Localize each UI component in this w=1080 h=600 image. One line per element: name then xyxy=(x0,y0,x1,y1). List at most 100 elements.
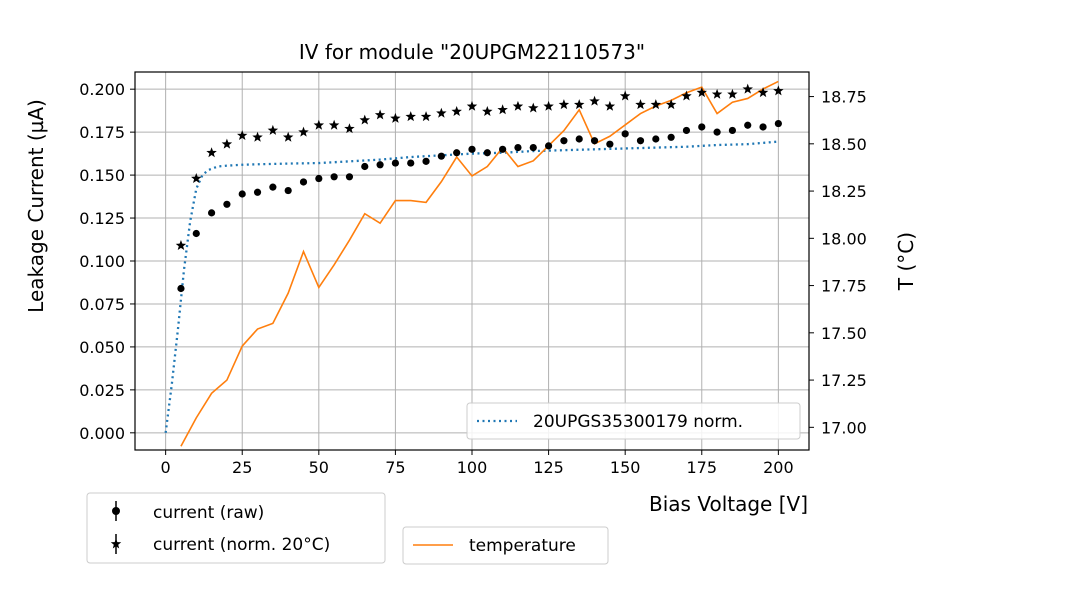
x-tick-label: 100 xyxy=(457,458,488,477)
x-tick-label: 75 xyxy=(385,458,405,477)
y-tick-label: 0.100 xyxy=(79,252,125,271)
raw-current-point xyxy=(636,137,645,145)
x-tick-label: 150 xyxy=(610,458,641,477)
norm-current-point xyxy=(696,87,707,98)
norm-current-point xyxy=(742,83,753,94)
x-tick-label: 0 xyxy=(161,458,171,477)
raw-current-point xyxy=(391,159,400,167)
norm-current-point xyxy=(619,90,631,101)
y-tick-label: 0.050 xyxy=(79,338,125,357)
raw-current-point xyxy=(269,183,277,191)
norm-current-point xyxy=(191,173,202,183)
legend-reference: 20UPGS35300179 norm. xyxy=(466,402,801,440)
norm-current-point xyxy=(558,99,570,110)
norm-current-point xyxy=(252,131,263,142)
norm-current-point xyxy=(574,99,585,110)
legend-raw-swatch xyxy=(112,501,120,521)
norm-current-point xyxy=(298,126,309,137)
norm-current-point xyxy=(635,99,646,110)
norm-current-point xyxy=(650,99,662,110)
raw-current-point xyxy=(207,209,216,217)
norm-current-point xyxy=(589,95,600,106)
y2-axis-title: T (°C) xyxy=(894,232,918,291)
raw-current-point xyxy=(728,126,737,135)
norm-current-point xyxy=(482,106,493,116)
legend-temperature-label: temperature xyxy=(469,536,576,556)
norm-current-point xyxy=(267,124,279,135)
norm-current-point xyxy=(313,119,325,130)
norm-current-point xyxy=(681,90,692,101)
y-tick-label: 0.175 xyxy=(79,123,125,142)
raw-current-point xyxy=(407,159,415,167)
raw-current-point xyxy=(590,137,599,145)
y-tick-label: 0.125 xyxy=(79,209,125,228)
legend-norm-label: current (norm. 20°C) xyxy=(153,535,330,555)
normalized-current-series xyxy=(175,83,784,250)
y2-axis-ticks: 17.00 17.25 17.50 17.75 18.00 18.25 18.50 18.75 xyxy=(809,88,867,437)
x-tick-label: 50 xyxy=(309,458,329,477)
norm-current-point xyxy=(466,100,478,111)
raw-current-point xyxy=(422,157,430,165)
raw-current-point xyxy=(468,145,476,153)
legend-currents: current (raw) current (norm. 20°C) xyxy=(86,492,386,564)
norm-current-point xyxy=(359,114,370,125)
norm-current-point xyxy=(206,147,217,158)
y-tick-label: 0.200 xyxy=(79,80,125,99)
raw-current-point xyxy=(621,130,629,138)
y2-tick-label: 18.00 xyxy=(821,229,867,248)
legend-reference-label: 20UPGS35300179 norm. xyxy=(533,412,743,432)
x-tick-label: 125 xyxy=(533,458,564,477)
legend-norm-star xyxy=(110,538,122,549)
y-axis-ticks: 0.000 0.025 0.050 0.075 0.100 0.125 0.150 0.175… xyxy=(79,80,135,443)
y-tick-label: 0.000 xyxy=(79,424,125,443)
y-axis-title: Leakage Current (µA) xyxy=(24,99,48,313)
y2-tick-label: 17.00 xyxy=(821,418,867,437)
norm-current-point xyxy=(282,131,294,142)
norm-current-point xyxy=(665,99,677,110)
raw-current-point xyxy=(713,128,721,136)
raw-current-point xyxy=(361,162,369,171)
raw-current-point xyxy=(483,149,491,157)
y-tick-label: 0.150 xyxy=(79,166,125,185)
raw-current-point xyxy=(299,178,308,186)
y2-tick-label: 17.75 xyxy=(821,277,867,296)
raw-current-point xyxy=(682,126,691,135)
y2-tick-label: 17.25 xyxy=(821,371,867,390)
norm-current-point xyxy=(344,123,355,134)
legend-raw-label: current (raw) xyxy=(153,503,264,523)
norm-current-point xyxy=(604,100,616,111)
raw-current-point xyxy=(177,284,185,293)
raw-current-point xyxy=(544,142,553,150)
raw-current-point xyxy=(192,229,200,238)
temperature-series xyxy=(180,80,779,447)
x-tick-label: 25 xyxy=(232,458,252,477)
raw-current-point xyxy=(514,144,522,152)
raw-current-point xyxy=(575,135,583,143)
norm-current-point xyxy=(420,111,432,122)
raw-current-point xyxy=(330,173,338,181)
raw-current-point xyxy=(698,123,706,131)
y2-tick-label: 18.50 xyxy=(821,135,867,154)
raw-current-point xyxy=(376,161,384,169)
norm-current-point xyxy=(221,138,233,149)
raw-current-point xyxy=(284,186,292,195)
norm-current-point xyxy=(374,109,386,120)
raw-current-point xyxy=(606,140,614,148)
raw-current-point xyxy=(453,149,461,157)
raw-current-point xyxy=(652,135,660,143)
y-tick-label: 0.025 xyxy=(79,381,125,400)
temperature-line xyxy=(180,80,779,447)
norm-current-point xyxy=(328,119,340,130)
y2-tick-label: 18.25 xyxy=(821,182,867,201)
raw-current-point xyxy=(560,137,568,145)
raw-current-point xyxy=(499,145,507,153)
y2-tick-label: 18.75 xyxy=(821,88,867,107)
y2-tick-label: 17.50 xyxy=(821,324,867,343)
raw-current-point xyxy=(238,190,246,198)
norm-current-point xyxy=(237,130,248,141)
chart-title: IV for module "20UPGM22110573" xyxy=(299,40,645,64)
norm-current-point xyxy=(436,107,447,118)
legend-temperature: temperature xyxy=(402,526,609,565)
raw-current-point xyxy=(437,152,445,160)
